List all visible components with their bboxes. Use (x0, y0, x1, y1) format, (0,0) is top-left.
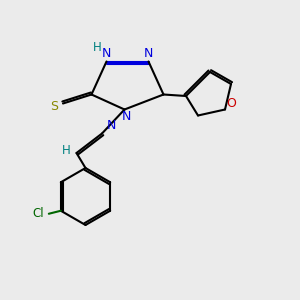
Text: H: H (93, 41, 102, 55)
Text: H: H (61, 143, 70, 157)
Text: N: N (122, 110, 132, 124)
Text: Cl: Cl (32, 207, 44, 220)
Text: N: N (102, 47, 111, 61)
Text: N: N (106, 119, 116, 133)
Text: S: S (50, 100, 58, 113)
Text: N: N (144, 47, 153, 61)
Text: O: O (226, 97, 236, 110)
